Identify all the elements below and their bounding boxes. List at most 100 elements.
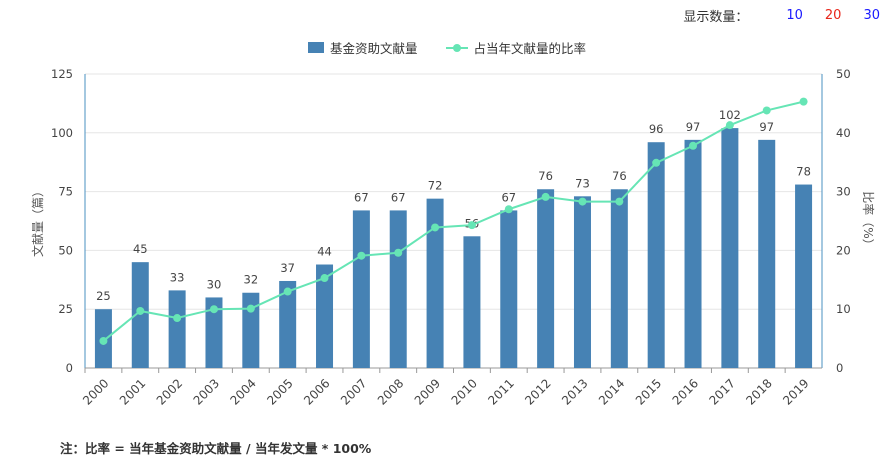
- bar-value-label: 97: [759, 120, 774, 134]
- y-right-axis-title: 比率（%）: [861, 191, 876, 250]
- bar-value-label: 44: [317, 245, 332, 259]
- bar: [131, 262, 149, 368]
- legend-item-funded-docs[interactable]: 基金资助文献量: [307, 38, 418, 57]
- bar: [537, 189, 555, 368]
- x-tick-label: 2011: [485, 376, 516, 407]
- ratio-point: [431, 223, 440, 232]
- bar: [205, 297, 223, 368]
- y-right-tick-label: 50: [836, 67, 851, 81]
- bar-value-label: 73: [575, 176, 590, 190]
- x-tick-label: 2013: [559, 376, 590, 407]
- x-tick-label: 2007: [338, 376, 369, 407]
- x-tick-label: 2002: [154, 376, 185, 407]
- bar: [647, 142, 665, 368]
- display-count-option-30[interactable]: 30: [863, 8, 880, 23]
- bar: [721, 128, 739, 368]
- bar: [352, 210, 370, 368]
- y-left-tick-label: 50: [58, 243, 73, 257]
- ratio-point: [541, 192, 550, 201]
- display-count-option-20[interactable]: 20: [824, 8, 842, 23]
- x-tick-label: 2001: [117, 376, 148, 407]
- ratio-point: [209, 305, 218, 314]
- x-tick-label: 2014: [596, 376, 627, 407]
- ratio-point: [762, 106, 771, 115]
- bar-value-label: 33: [170, 270, 185, 284]
- bar: [500, 210, 518, 368]
- ratio-point: [578, 197, 587, 206]
- bar: [463, 236, 481, 368]
- ratio-point: [136, 306, 145, 315]
- x-tick-label: 2005: [264, 376, 295, 407]
- legend-label-ratio: 占当年文献量的比率: [473, 41, 587, 56]
- legend-line-swatch: [445, 42, 468, 54]
- ratio-point: [689, 141, 698, 150]
- y-left-tick-label: 0: [66, 361, 73, 375]
- bar-value-label: 25: [96, 289, 111, 303]
- y-left-tick-label: 125: [51, 67, 73, 81]
- ratio-point: [467, 221, 476, 230]
- legend-label-funded-docs: 基金资助文献量: [329, 41, 418, 56]
- bar: [684, 139, 702, 368]
- bar: [168, 290, 186, 368]
- display-count-label: 显示数量：: [683, 10, 749, 25]
- bar: [426, 198, 444, 368]
- x-tick-label: 2003: [191, 376, 222, 407]
- legend-item-ratio[interactable]: 占当年文献量的比率: [445, 38, 587, 57]
- x-tick-label: 2012: [522, 376, 553, 407]
- ratio-point: [725, 121, 734, 130]
- y-right-tick-label: 0: [836, 361, 843, 375]
- y-left-tick-label: 25: [58, 302, 73, 316]
- bar: [279, 280, 297, 368]
- display-count-option-10[interactable]: 10: [786, 8, 803, 23]
- ratio-point: [173, 314, 182, 323]
- ratio-point: [394, 248, 403, 257]
- bar-value-label: 67: [501, 190, 516, 204]
- y-left-tick-label: 100: [51, 126, 73, 140]
- bar: [758, 139, 776, 368]
- y-right-tick-label: 20: [836, 243, 851, 257]
- bar-value-label: 72: [428, 179, 443, 193]
- x-tick-label: 2009: [412, 376, 443, 407]
- bar: [573, 196, 591, 368]
- x-tick-label: 2017: [706, 376, 737, 407]
- bar-value-label: 37: [280, 261, 295, 275]
- bar: [242, 292, 260, 368]
- bar-value-label: 102: [719, 108, 741, 122]
- x-tick-label: 2016: [670, 376, 701, 407]
- bar: [795, 184, 813, 368]
- x-tick-label: 2015: [633, 376, 664, 407]
- x-tick-label: 2010: [449, 376, 480, 407]
- bar-value-label: 76: [538, 169, 553, 183]
- x-tick-label: 2000: [80, 376, 111, 407]
- bar-value-label: 76: [612, 169, 627, 183]
- chart-legend: 基金资助文献量 占当年文献量的比率: [0, 38, 894, 57]
- x-tick-label: 2008: [375, 376, 406, 407]
- bar: [389, 210, 407, 368]
- x-tick-label: 2006: [301, 376, 332, 407]
- bar-value-label: 97: [686, 120, 701, 134]
- ratio-point: [615, 197, 624, 206]
- y-right-tick-label: 10: [836, 302, 851, 316]
- y-left-axis-title: 文献量（篇）: [30, 185, 45, 257]
- bar-value-label: 67: [391, 190, 406, 204]
- ratio-point: [99, 336, 108, 345]
- bar: [316, 264, 334, 368]
- x-tick-label: 2018: [743, 376, 774, 407]
- bar: [610, 189, 628, 368]
- ratio-point: [246, 304, 255, 313]
- ratio-point: [504, 205, 513, 214]
- y-right-tick-label: 30: [836, 185, 851, 199]
- bar-value-label: 45: [133, 242, 148, 256]
- bar-value-label: 32: [244, 273, 259, 287]
- bar-value-label: 96: [649, 122, 664, 136]
- y-right-tick-label: 40: [836, 126, 851, 140]
- display-count-selector: 显示数量： 10 20 30: [683, 6, 880, 25]
- bar-value-label: 78: [796, 165, 811, 179]
- ratio-point: [320, 274, 329, 283]
- x-tick-label: 2019: [780, 376, 811, 407]
- x-tick-label: 2004: [227, 376, 258, 407]
- ratio-point: [357, 251, 366, 260]
- footnote: 注：比率 = 当年基金资助文献量 / 当年发文量 * 100%: [60, 441, 372, 456]
- ratio-line: [102, 100, 804, 342]
